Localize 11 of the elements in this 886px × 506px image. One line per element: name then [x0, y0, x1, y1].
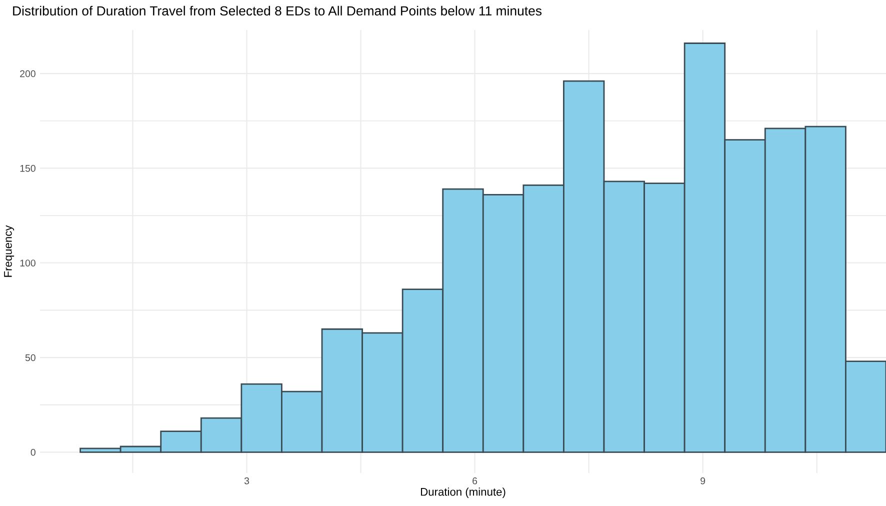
chart-title: Distribution of Duration Travel from Selected 8 EDs to All Demand Points below 11 minutes	[13, 6, 542, 16]
x-tick-label: 9	[700, 477, 706, 484]
x-axis-title: Duration (minute)	[420, 488, 506, 498]
y-tick-label: 50	[25, 354, 36, 362]
y-tick-label: 100	[20, 260, 36, 266]
y-tick-label: 150	[20, 164, 36, 172]
x-tick-label: 3	[244, 477, 250, 484]
y-tick-label: 0	[30, 448, 36, 456]
x-tick-label: 6	[472, 477, 478, 484]
y-axis-title: Frequency	[4, 225, 14, 277]
y-tick-label: 200	[20, 70, 36, 78]
